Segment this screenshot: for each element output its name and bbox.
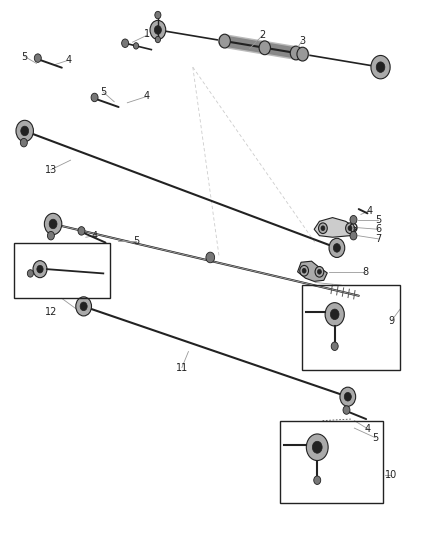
Circle shape — [37, 265, 43, 273]
Circle shape — [78, 227, 85, 235]
Text: 9: 9 — [389, 316, 395, 326]
Circle shape — [21, 126, 28, 136]
Circle shape — [259, 41, 270, 55]
Circle shape — [44, 213, 62, 235]
Circle shape — [134, 43, 139, 49]
Text: 5: 5 — [133, 236, 139, 246]
Circle shape — [346, 223, 354, 233]
Circle shape — [16, 120, 33, 142]
Circle shape — [49, 219, 57, 229]
Circle shape — [348, 226, 352, 231]
Circle shape — [312, 441, 322, 453]
Circle shape — [297, 47, 308, 61]
Circle shape — [318, 269, 321, 274]
Text: 4: 4 — [65, 55, 71, 65]
Circle shape — [333, 244, 340, 252]
Circle shape — [290, 46, 302, 60]
Polygon shape — [314, 217, 357, 237]
Circle shape — [314, 476, 321, 484]
Text: 4: 4 — [364, 424, 371, 434]
Circle shape — [33, 261, 47, 278]
Text: 3: 3 — [299, 36, 305, 46]
Circle shape — [155, 36, 160, 43]
Text: 2: 2 — [260, 30, 266, 41]
Circle shape — [321, 226, 325, 231]
Circle shape — [329, 238, 345, 257]
Text: 7: 7 — [375, 234, 381, 244]
Circle shape — [27, 270, 33, 277]
Text: 5: 5 — [375, 215, 381, 225]
Circle shape — [302, 268, 306, 273]
Circle shape — [331, 342, 338, 351]
Bar — [280, 421, 383, 503]
Polygon shape — [297, 261, 327, 281]
Text: 10: 10 — [385, 470, 398, 480]
Circle shape — [150, 20, 166, 39]
Circle shape — [300, 265, 308, 276]
Circle shape — [91, 93, 98, 102]
Circle shape — [47, 231, 54, 240]
Circle shape — [350, 231, 357, 240]
Circle shape — [350, 215, 357, 224]
Circle shape — [343, 406, 350, 414]
Bar — [14, 243, 110, 298]
Circle shape — [80, 302, 87, 311]
Text: 5: 5 — [100, 87, 106, 97]
Circle shape — [344, 392, 351, 401]
Circle shape — [330, 309, 339, 320]
Circle shape — [325, 303, 344, 326]
Circle shape — [315, 266, 324, 277]
Text: 11: 11 — [176, 362, 188, 373]
Circle shape — [371, 55, 390, 79]
Circle shape — [20, 139, 27, 147]
Text: 4: 4 — [92, 231, 98, 241]
Circle shape — [206, 252, 215, 263]
Circle shape — [376, 62, 385, 72]
Text: 4: 4 — [367, 206, 373, 216]
Circle shape — [219, 34, 230, 48]
Circle shape — [34, 54, 41, 62]
Circle shape — [122, 39, 129, 47]
Text: 12: 12 — [45, 306, 57, 317]
Circle shape — [306, 434, 328, 461]
Bar — [302, 285, 400, 370]
Circle shape — [340, 387, 356, 406]
Text: 5: 5 — [21, 52, 28, 61]
Text: 4: 4 — [144, 91, 150, 101]
Circle shape — [154, 26, 162, 34]
Circle shape — [76, 297, 92, 316]
Text: 13: 13 — [45, 165, 57, 175]
Text: 8: 8 — [362, 267, 368, 277]
Circle shape — [318, 223, 327, 233]
Circle shape — [155, 11, 161, 19]
Text: 1: 1 — [144, 29, 150, 39]
Text: 6: 6 — [375, 224, 381, 235]
Text: 5: 5 — [372, 433, 378, 443]
